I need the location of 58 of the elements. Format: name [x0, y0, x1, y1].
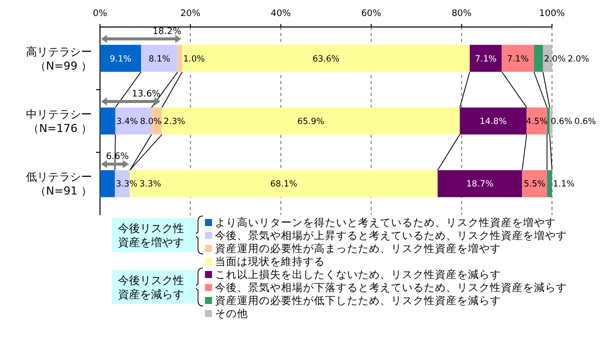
legend-label: これ以上損失を出したくないため、リスク性資産を減らす — [215, 268, 501, 281]
bar — [100, 108, 116, 134]
x-tick-label: 80% — [452, 9, 472, 19]
bar — [460, 108, 527, 134]
x-tick-label: 20% — [180, 9, 201, 19]
annotation: 18.2% — [152, 26, 182, 37]
data-label: 8.1% — [148, 54, 170, 64]
legend-label: 資産運用の必要性が低下したため、リスク性資産を減らす — [215, 294, 501, 307]
legend-label: 当面は現状を維持する — [215, 256, 325, 268]
bar — [550, 108, 552, 134]
data-label: 2.0% — [568, 54, 590, 64]
bar — [438, 170, 522, 198]
y-tick-label: 低リテラシー（N=91 ） — [26, 170, 92, 198]
y-tick-label: 高リテラシー（N=99 ） — [26, 45, 92, 72]
bar — [100, 170, 115, 198]
legend-label: 資産運用の必要性が高まったため、リスク性資産を増やす — [215, 242, 501, 255]
data-label: 0.6% — [574, 117, 596, 127]
data-label: 5.5% — [524, 180, 546, 190]
data-label: 0.6% — [550, 117, 572, 127]
data-label: 3.3% — [140, 180, 162, 190]
data-label: 7.1% — [474, 54, 497, 64]
text: 今後リスク性資産を減らす — [118, 274, 184, 301]
data-label: 7.1% — [507, 54, 529, 64]
legend-label: 今後、景気や相場が上昇すると考えているため、リスク性資産を増やす — [215, 229, 567, 242]
data-label: 1.1% — [553, 180, 575, 190]
data-label: 65.9% — [297, 117, 324, 127]
bar — [470, 44, 502, 72]
x-tick-label: 40% — [270, 9, 292, 19]
data-label: 63.6% — [312, 54, 340, 64]
legend-label: 今後、景気や相場が下落すると考えているため、リスク性資産を減らす — [215, 281, 567, 294]
legend-label: より高いリターンを得たいと考えているため、リスク性資産を増やす — [215, 216, 556, 229]
data-label: 68.1% — [270, 180, 298, 190]
data-label: 3.4% — [116, 117, 138, 127]
x-tick-label: 100% — [539, 9, 566, 19]
text: 今後リスク性資産を増やす — [118, 222, 184, 249]
bar — [178, 44, 182, 72]
bar — [502, 44, 534, 72]
bar — [141, 44, 178, 72]
data-label: 18.7% — [466, 180, 494, 190]
annotation: 13.6% — [132, 90, 161, 100]
data-label: 3.3% — [116, 180, 138, 190]
bar — [182, 44, 470, 72]
data-label: 2.0% — [544, 54, 566, 64]
data-label: 8.0% — [140, 117, 162, 127]
data-label: 14.8% — [480, 117, 507, 127]
x-tick-label: 60% — [361, 9, 382, 19]
bar — [547, 170, 552, 198]
bar — [100, 44, 142, 72]
bar — [547, 108, 550, 134]
bar — [534, 44, 543, 72]
bar — [522, 170, 548, 198]
data-label: 9.1% — [110, 54, 132, 64]
x-tick-label: 0% — [92, 9, 108, 19]
y-tick-label: 中リテラシー（N=176 ） — [26, 108, 92, 135]
bar — [162, 108, 460, 134]
data-label: 1.0% — [183, 54, 205, 64]
data-label: 2.3% — [164, 117, 186, 127]
legend-label: その他 — [215, 308, 248, 320]
